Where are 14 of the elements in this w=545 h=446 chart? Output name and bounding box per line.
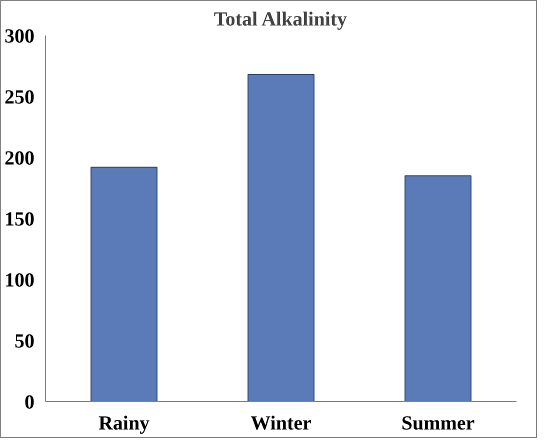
y-tick-label: 0 <box>24 392 34 414</box>
y-tick-label: 100 <box>4 270 34 292</box>
y-tick-label: 50 <box>14 330 34 352</box>
x-tick-label: Rainy <box>98 412 150 434</box>
y-tick-label: 150 <box>4 208 34 230</box>
chart-title: Total Alkalinity <box>214 8 348 30</box>
y-tick-label: 300 <box>4 26 34 48</box>
bar <box>248 74 314 402</box>
bar <box>90 166 158 402</box>
y-tick-label: 200 <box>4 148 34 170</box>
y-tick-label: 250 <box>4 86 34 108</box>
x-tick-label: Winter <box>250 412 312 434</box>
bar <box>404 175 472 402</box>
x-tick-label: Summer <box>401 412 475 434</box>
